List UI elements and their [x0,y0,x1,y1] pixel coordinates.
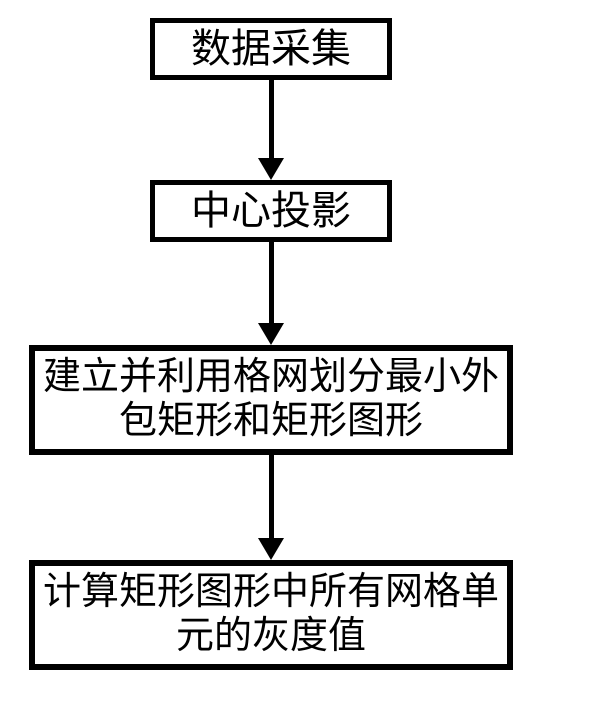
flow-arrow-line [269,80,274,158]
flow-arrow-head-icon [258,323,284,345]
flow-node-center-projection: 中心投影 [150,180,392,242]
flow-node-label: 计算矩形图形中所有网格单元的灰度值 [35,571,507,658]
flow-node-label: 建立并利用格网划分最小外包矩形和矩形图形 [35,356,507,443]
flow-node-label: 数据采集 [191,26,351,72]
flow-node-label: 中心投影 [191,188,351,234]
flow-node-data-collection: 数据采集 [150,18,392,80]
flowchart-canvas: 数据采集 中心投影 建立并利用格网划分最小外包矩形和矩形图形 计算矩形图形中所有… [0,0,599,701]
flow-arrow-head-icon [258,158,284,180]
flow-arrow-line [269,455,274,538]
flow-node-compute-gray: 计算矩形图形中所有网格单元的灰度值 [29,560,513,670]
flow-arrow-head-icon [258,538,284,560]
flow-node-grid-partition: 建立并利用格网划分最小外包矩形和矩形图形 [29,345,513,455]
flow-arrow-line [269,242,274,323]
